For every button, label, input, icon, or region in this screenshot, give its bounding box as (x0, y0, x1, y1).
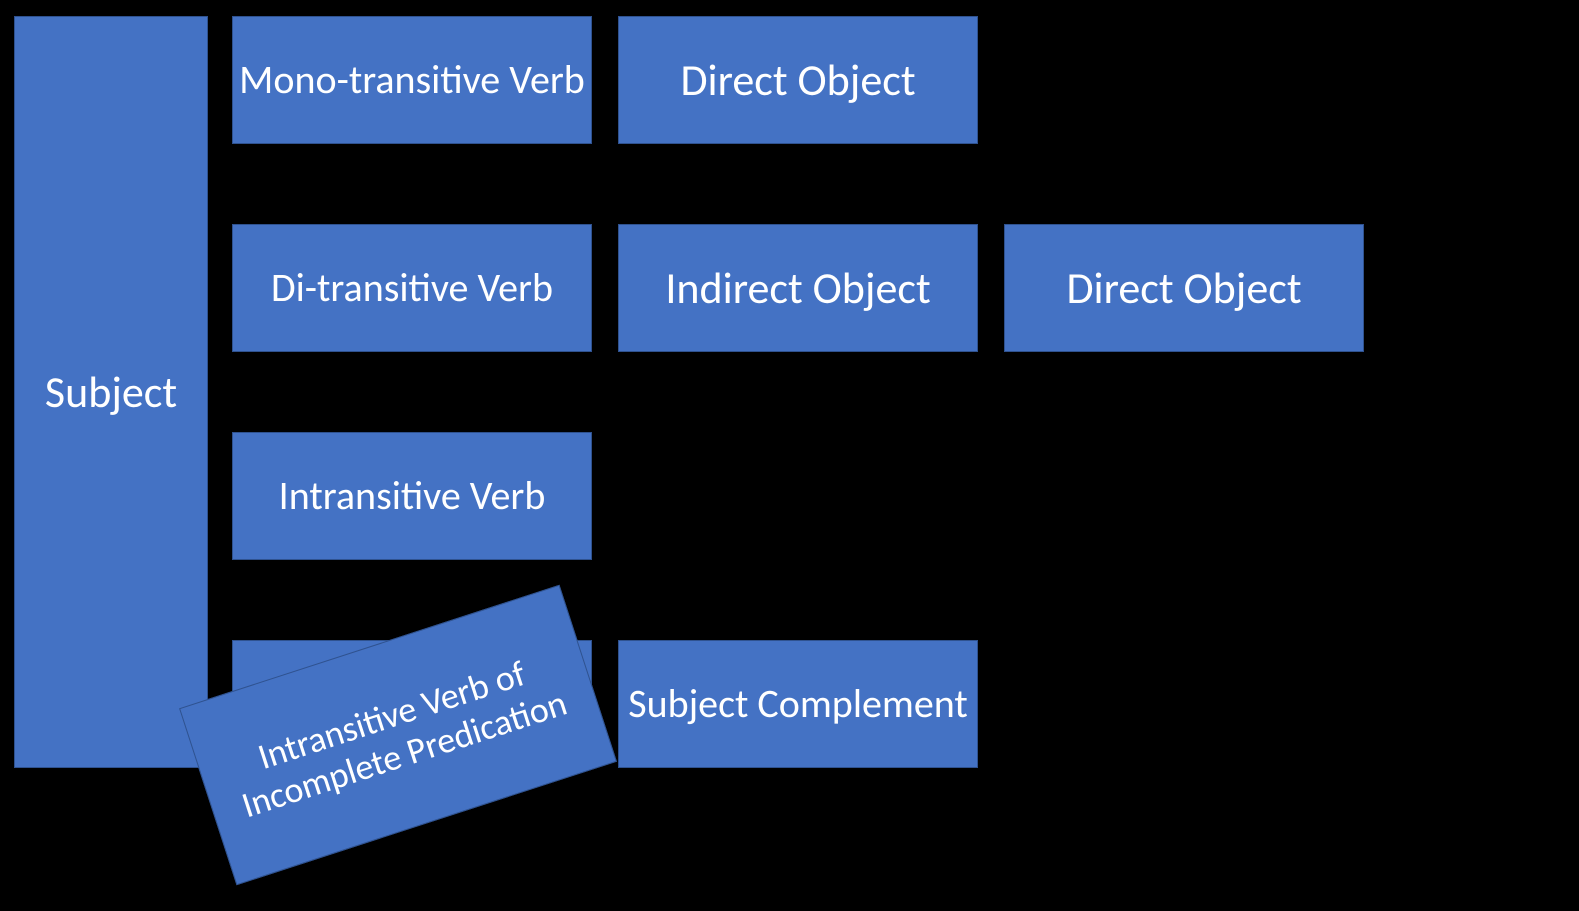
direct-object-2-box: Direct Object (1004, 224, 1364, 352)
intransitive-verb-box: Intransitive Verb (232, 432, 592, 560)
di-transitive-verb-box: Di-transitive Verb (232, 224, 592, 352)
direct-object-1-box: Direct Object (618, 16, 978, 144)
direct-object-1-label: Direct Object (680, 55, 915, 106)
intransitive-incomplete-box: Intransitive Verb of Incomplete Predicat… (179, 585, 617, 886)
indirect-object-box: Indirect Object (618, 224, 978, 352)
indirect-object-label: Indirect Object (665, 263, 930, 314)
subject-box: Subject (14, 16, 208, 768)
di-transitive-verb-label: Di-transitive Verb (271, 265, 553, 311)
subject-complement-box: Subject Complement (618, 640, 978, 768)
direct-object-2-label: Direct Object (1066, 263, 1301, 314)
subject-complement-label: Subject Complement (628, 681, 968, 727)
mono-transitive-verb-label: Mono-transitive Verb (239, 57, 585, 103)
subject-label: Subject (45, 367, 177, 418)
intransitive-verb-label: Intransitive Verb (279, 473, 546, 519)
mono-transitive-verb-box: Mono-transitive Verb (232, 16, 592, 144)
